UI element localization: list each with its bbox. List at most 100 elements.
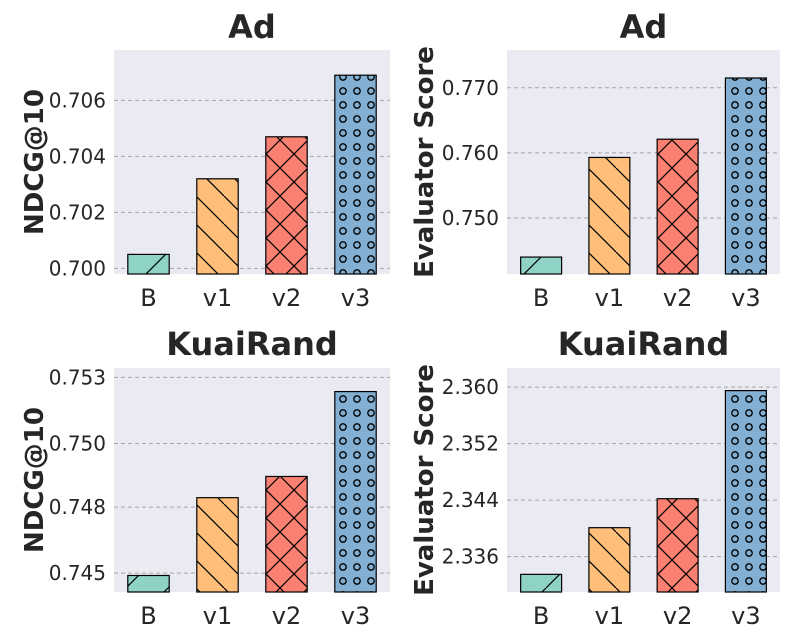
bar-v2	[656, 498, 699, 593]
y-tick-label: 0.700	[49, 256, 106, 280]
bar-hatch	[588, 527, 630, 592]
y-tick-label: 0.706	[49, 88, 106, 112]
x-tick-label: v2	[663, 284, 692, 312]
bar-hatch	[657, 498, 699, 592]
y-tick-labels: 0.700 0.702 0.704 0.706	[49, 88, 106, 280]
bar-outline	[265, 136, 308, 275]
bar-hatch	[127, 254, 170, 274]
chart-title: Ad	[228, 8, 276, 46]
x-tick-label: v3	[731, 602, 760, 630]
bar-v3	[334, 390, 377, 593]
bar-hatch	[657, 139, 699, 274]
bar-outline	[656, 138, 699, 275]
x-tick-label: v3	[341, 284, 370, 312]
chart-title: Ad	[620, 8, 668, 46]
chart-title: KuaiRand	[558, 325, 730, 363]
bar-outline	[265, 475, 308, 593]
y-tick-label: 2.360	[442, 375, 499, 399]
y-tick-labels: 0.750 0.760 0.770	[442, 76, 499, 230]
bar-v3	[724, 77, 767, 275]
bar-v2	[265, 475, 308, 593]
x-tick-label: B	[140, 602, 156, 630]
bar-outline	[127, 253, 170, 275]
x-tick-label: v3	[341, 602, 370, 630]
bar-hatch	[196, 497, 239, 592]
bar-hatch	[725, 78, 767, 274]
bar-outline	[520, 573, 563, 593]
bars	[520, 77, 767, 275]
x-tick-label: v1	[203, 602, 232, 630]
x-tick-label: v1	[595, 602, 624, 630]
bar-hatch	[520, 257, 562, 274]
bar-hatch	[334, 391, 377, 592]
bar-outline	[196, 497, 239, 593]
y-tick-label: 0.753	[49, 365, 106, 389]
bar-b	[520, 256, 563, 275]
bar-b	[127, 253, 170, 275]
bar-outline	[196, 178, 239, 275]
bar-b	[127, 574, 170, 593]
bar-outline	[334, 390, 377, 593]
bar-v1	[588, 527, 631, 593]
y-tick-labels: 2.336 2.344 2.352 2.360	[442, 375, 499, 569]
bar-outline	[724, 390, 767, 593]
bar-hatch	[588, 157, 630, 274]
y-tick-label: 0.748	[49, 495, 106, 519]
x-tick-label: v2	[272, 602, 301, 630]
bar-hatch	[725, 390, 767, 592]
x-tick-label: B	[533, 602, 549, 630]
y-tick-label: 0.760	[442, 141, 499, 165]
bar-outline	[724, 77, 767, 275]
bar-hatch	[265, 476, 308, 592]
y-tick-label: 2.336	[442, 545, 499, 569]
bars	[127, 390, 377, 593]
bar-v2	[656, 138, 699, 275]
y-tick-label: 0.750	[442, 206, 499, 230]
bar-hatch	[127, 575, 170, 592]
y-axis-label: NDCG@10	[20, 407, 50, 553]
bar-v1	[196, 497, 239, 593]
y-tick-label: 0.702	[49, 200, 106, 224]
bar-hatch	[520, 574, 562, 592]
x-tick-label: v1	[595, 284, 624, 312]
bar-outline	[520, 256, 563, 275]
y-tick-label: 0.704	[49, 144, 106, 168]
y-tick-label: 2.352	[442, 432, 499, 456]
bar-hatch	[334, 75, 377, 274]
y-tick-label: 0.770	[442, 76, 499, 100]
bar-v3	[334, 74, 377, 275]
bar-hatch	[196, 178, 239, 274]
y-axis-label: Evaluator Score	[410, 364, 440, 596]
bar-b	[520, 573, 563, 593]
bar-v1	[588, 156, 631, 275]
gridlines	[114, 376, 390, 574]
y-axis-label: Evaluator Score	[410, 46, 440, 278]
bar-v1	[196, 178, 239, 275]
x-tick-label: v1	[203, 284, 232, 312]
y-axis-label: NDCG@10	[20, 89, 50, 235]
y-tick-labels: 0.745 0.748 0.750 0.753	[49, 365, 106, 585]
bar-outline	[127, 574, 170, 593]
x-tick-label: B	[140, 284, 156, 312]
bar-outline	[588, 156, 631, 275]
bars	[520, 390, 767, 593]
y-tick-label: 0.745	[49, 561, 106, 585]
bar-v2	[265, 136, 308, 275]
x-tick-label: v3	[731, 284, 760, 312]
bar-hatch	[265, 136, 308, 274]
y-tick-label: 2.344	[442, 488, 499, 512]
x-tick-label: v2	[272, 284, 301, 312]
x-tick-label: v2	[663, 602, 692, 630]
y-tick-label: 0.750	[49, 431, 106, 455]
x-tick-label: B	[533, 284, 549, 312]
bar-outline	[334, 74, 377, 275]
